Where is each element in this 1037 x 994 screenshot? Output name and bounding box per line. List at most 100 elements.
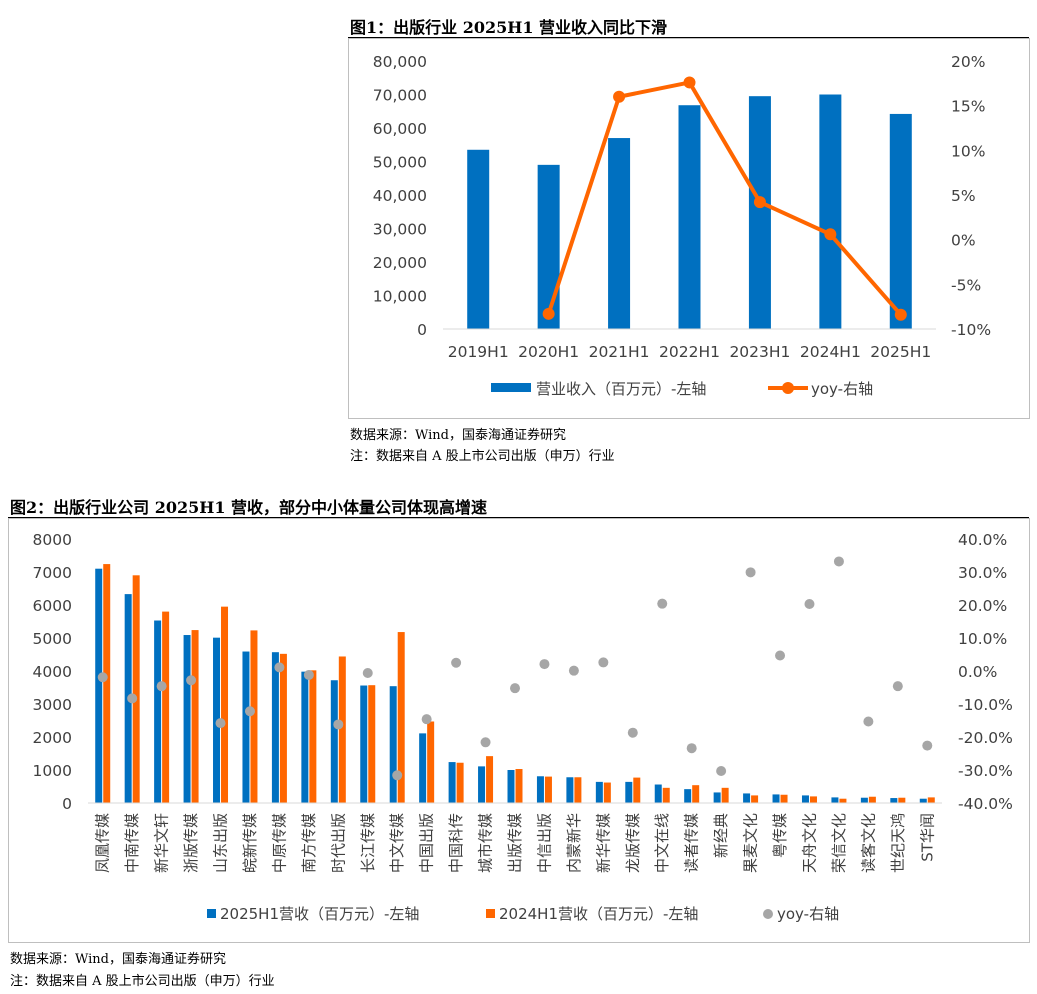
revenue-2025h1-bar bbox=[890, 798, 898, 803]
right-axis-tick-label: -10.0% bbox=[958, 696, 1013, 714]
x-axis-tick-label: 中文在线 bbox=[653, 813, 671, 873]
figure2-note: 注：数据来自 A 股上市公司出版（申万）行业 bbox=[10, 974, 275, 989]
legend-yoy-label: yoy-右轴 bbox=[777, 905, 839, 923]
x-axis-tick-label: 果麦文化 bbox=[742, 813, 760, 873]
left-axis-tick-label: 6000 bbox=[33, 597, 72, 615]
yoy-point bbox=[824, 228, 837, 241]
right-axis-tick-label: -20.0% bbox=[958, 729, 1013, 747]
revenue-2024h1-bar bbox=[338, 656, 346, 803]
left-axis-tick-label: 80,000 bbox=[373, 53, 427, 71]
legend-yoy-swatch-marker bbox=[782, 382, 794, 394]
revenue-2025h1-bar bbox=[301, 671, 309, 803]
yoy-point bbox=[274, 662, 285, 673]
figure2-title: 图2：出版行业公司 2025H1 营收，部分中小体量公司体现高增速 bbox=[10, 498, 488, 517]
revenue-2025h1-bar bbox=[684, 789, 692, 803]
x-axis-tick-label: 2021H1 bbox=[589, 343, 650, 361]
right-axis-tick-label: 10% bbox=[951, 142, 985, 160]
revenue-2024h1-bar bbox=[191, 630, 199, 803]
x-axis-tick-label: 天舟文化 bbox=[800, 813, 818, 873]
yoy-point bbox=[392, 770, 403, 781]
figure1-title: 图1：出版行业 2025H1 营业收入同比下滑 bbox=[350, 18, 668, 37]
revenue-2025h1-bar bbox=[271, 652, 279, 803]
legend-yoy-swatch bbox=[763, 909, 773, 919]
x-axis-tick-label: 凤凰传媒 bbox=[94, 813, 112, 873]
right-axis-tick-label: -5% bbox=[951, 276, 981, 294]
yoy-point bbox=[539, 659, 550, 670]
revenue-bar bbox=[889, 113, 912, 330]
figure1-source: 数据来源：Wind，国泰海通证券研究 bbox=[350, 428, 566, 443]
revenue-2024h1-bar bbox=[662, 787, 670, 803]
revenue-2025h1-bar bbox=[919, 798, 927, 803]
x-axis-tick-label: 2024H1 bbox=[800, 343, 861, 361]
x-axis-tick-label: 内蒙新华 bbox=[565, 813, 583, 873]
right-axis-tick-label: -10% bbox=[951, 321, 991, 339]
right-axis-tick-label: 15% bbox=[951, 98, 985, 116]
figure2-frame bbox=[8, 518, 1030, 943]
left-axis-tick-label: 3000 bbox=[33, 696, 72, 714]
yoy-point bbox=[683, 76, 696, 89]
legend-2025h1-label: 2025H1营收（百万元）-左轴 bbox=[220, 905, 419, 923]
figure1-note: 注：数据来自 A 股上市公司出版（申万）行业 bbox=[350, 449, 615, 464]
revenue-bar bbox=[537, 164, 560, 329]
x-axis-tick-label: 新经典 bbox=[712, 813, 730, 858]
x-axis-tick-label: 浙版传媒 bbox=[182, 813, 200, 873]
left-axis-tick-label: 4000 bbox=[33, 663, 72, 681]
left-axis-tick-label: 50,000 bbox=[373, 154, 427, 172]
revenue-2024h1-bar bbox=[927, 797, 935, 803]
yoy-point bbox=[627, 727, 638, 738]
right-axis-tick-label: 20.0% bbox=[958, 597, 1007, 615]
left-axis-tick-label: 2000 bbox=[33, 729, 72, 747]
revenue-2024h1-bar bbox=[544, 776, 552, 803]
revenue-2025h1-bar bbox=[713, 792, 721, 803]
yoy-point bbox=[716, 765, 727, 776]
left-axis-tick-label: 20,000 bbox=[373, 254, 427, 272]
yoy-point bbox=[922, 740, 933, 751]
revenue-2024h1-bar bbox=[868, 796, 876, 803]
revenue-2025h1-bar bbox=[389, 686, 397, 803]
x-axis-tick-label: 中国科传 bbox=[447, 813, 465, 873]
revenue-2025h1-bar bbox=[478, 766, 486, 803]
yoy-point bbox=[753, 196, 766, 209]
yoy-point bbox=[362, 667, 373, 678]
x-axis-tick-label: 中文传媒 bbox=[388, 813, 406, 873]
yoy-point bbox=[480, 737, 491, 748]
yoy-point bbox=[451, 657, 462, 668]
revenue-2025h1-bar bbox=[242, 651, 250, 803]
yoy-point bbox=[97, 672, 108, 683]
left-axis-tick-label: 0 bbox=[62, 795, 72, 813]
revenue-2024h1-bar bbox=[780, 794, 788, 803]
right-axis-tick-label: -40.0% bbox=[958, 795, 1013, 813]
yoy-point bbox=[215, 718, 226, 729]
x-axis-tick-label: 山东出版 bbox=[212, 813, 230, 873]
x-axis-tick-label: 世纪天鸿 bbox=[889, 813, 907, 873]
yoy-point bbox=[244, 706, 255, 717]
yoy-point bbox=[657, 598, 668, 609]
figure1-frame bbox=[348, 38, 1030, 419]
x-axis-tick-label: 2020H1 bbox=[518, 343, 579, 361]
x-axis-tick-label: 读者传媒 bbox=[683, 813, 701, 873]
revenue-bar bbox=[467, 149, 490, 329]
revenue-2025h1-bar bbox=[360, 685, 368, 803]
revenue-2024h1-bar bbox=[132, 575, 140, 803]
revenue-2024h1-bar bbox=[721, 787, 729, 803]
right-axis-tick-label: 20% bbox=[951, 53, 985, 71]
right-axis-tick-label: 40.0% bbox=[958, 531, 1007, 549]
revenue-2024h1-bar bbox=[633, 777, 641, 803]
revenue-2025h1-bar bbox=[507, 770, 515, 803]
yoy-point bbox=[303, 669, 314, 680]
yoy-point bbox=[156, 681, 167, 692]
x-axis-tick-label: 出版传媒 bbox=[506, 813, 524, 873]
legend-revenue-label: 营业收入（百万元）-左轴 bbox=[536, 380, 706, 398]
revenue-2024h1-bar bbox=[515, 769, 523, 803]
yoy-point bbox=[894, 308, 907, 321]
revenue-2024h1-bar bbox=[692, 785, 700, 803]
x-axis-tick-label: 读客文化 bbox=[859, 813, 877, 873]
yoy-point bbox=[686, 743, 697, 754]
right-axis-tick-label: 10.0% bbox=[958, 630, 1007, 648]
legend-revenue-swatch bbox=[491, 383, 531, 392]
x-axis-tick-label: 粤传媒 bbox=[771, 813, 789, 858]
legend-yoy-label: yoy-右轴 bbox=[811, 380, 873, 398]
right-axis-tick-label: 0.0% bbox=[958, 663, 997, 681]
revenue-2024h1-bar bbox=[839, 798, 847, 803]
yoy-point bbox=[863, 716, 874, 727]
